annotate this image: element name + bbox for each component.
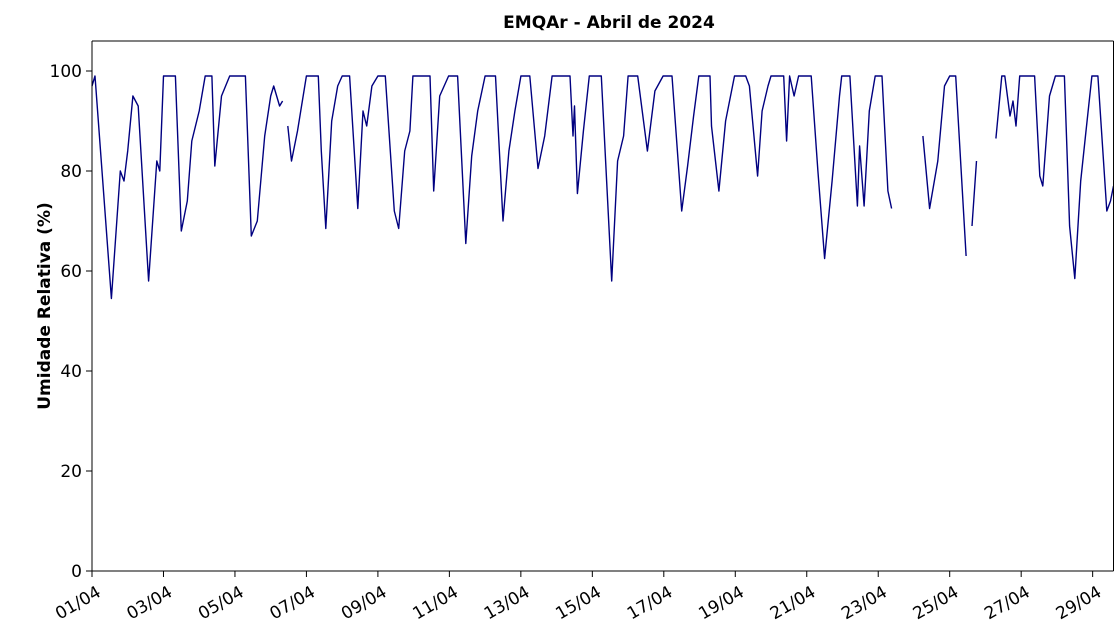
x-tick-label: 11/04 bbox=[409, 582, 461, 624]
x-tick-label: 27/04 bbox=[981, 582, 1033, 624]
x-tick-label: 25/04 bbox=[910, 582, 962, 624]
x-tick-label: 03/04 bbox=[124, 582, 176, 624]
x-tick-label: 21/04 bbox=[767, 582, 819, 624]
y-tick-label: 20 bbox=[60, 462, 82, 482]
axes-frame bbox=[91, 40, 1114, 572]
x-tick-label: 15/04 bbox=[552, 582, 604, 624]
y-axis-label: Umidade Relativa (%) bbox=[35, 202, 55, 410]
x-tick-label: 19/04 bbox=[695, 582, 747, 624]
y-tick-label: 80 bbox=[60, 162, 82, 182]
x-tick-label: 17/04 bbox=[624, 582, 676, 624]
x-tick-label: 05/04 bbox=[195, 582, 247, 624]
x-tick-label: 09/04 bbox=[338, 582, 390, 624]
y-tick-label: 60 bbox=[60, 262, 82, 282]
data-line bbox=[91, 75, 1114, 300]
x-tick-label: 29/04 bbox=[1053, 582, 1105, 624]
y-tick-label: 0 bbox=[71, 562, 82, 582]
x-tick-label: 23/04 bbox=[838, 582, 890, 624]
x-tick-label: 07/04 bbox=[266, 582, 318, 624]
y-tick-label: 100 bbox=[50, 62, 82, 82]
y-tick-label: 40 bbox=[60, 362, 82, 382]
chart-title: EMQAr - Abril de 2024 bbox=[503, 13, 715, 33]
x-tick-label: 01/04 bbox=[52, 582, 104, 624]
x-tick-label: 13/04 bbox=[481, 582, 533, 624]
